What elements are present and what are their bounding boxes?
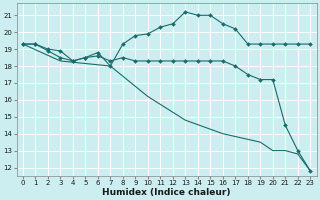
X-axis label: Humidex (Indice chaleur): Humidex (Indice chaleur) [102, 188, 231, 197]
